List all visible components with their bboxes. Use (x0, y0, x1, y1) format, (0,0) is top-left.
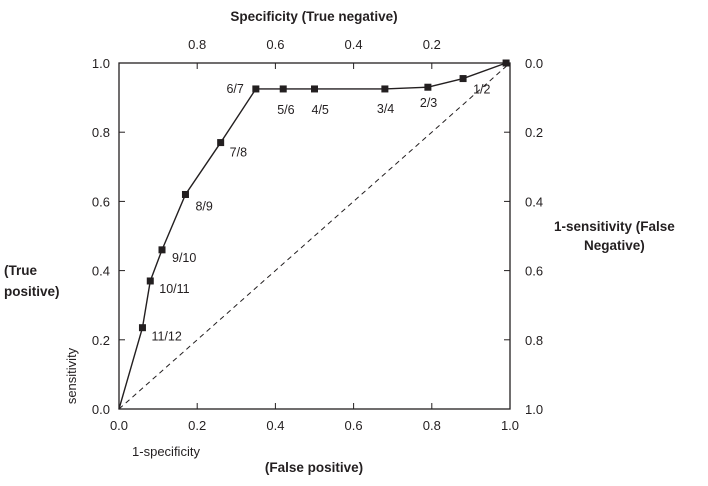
right-tick-label: 0.4 (525, 194, 543, 209)
roc-point-marker (381, 85, 389, 93)
top-axis-title: Specificity (True negative) (230, 9, 397, 24)
roc-point-marker (279, 85, 287, 93)
roc-point-marker (459, 75, 467, 83)
x-axis-label: 1-specificity (132, 444, 200, 459)
roc-point-marker (502, 59, 510, 67)
roc-point-marker (181, 190, 189, 198)
y-tick-label: 0.0 (92, 402, 110, 417)
bottom-axis-title: (False positive) (265, 460, 363, 475)
top-tick-label: 0.8 (188, 37, 206, 52)
roc-point-label: 9/10 (172, 251, 196, 265)
x-tick-label: 0.6 (345, 418, 363, 433)
roc-markers (138, 59, 510, 332)
roc-point-labels: 11/12 10/11 9/10 8/9 7/8 6/7 5/6 4/5 3/4 2/3 1/2 (151, 82, 490, 344)
y-tick-label: 0.8 (92, 125, 110, 140)
roc-point-label: 4/5 (312, 103, 329, 117)
y-tick-label: 1.0 (92, 56, 110, 71)
reference-diagonal-line (118, 62, 511, 410)
roc-point-label: 8/9 (195, 199, 212, 213)
axis-ticks: 0.0 0.2 0.4 0.6 0.8 1.0 0.0 0.2 0.4 0.6 0.8 1.0 0.8 0… (92, 37, 543, 433)
right-label-line-1: 1-sensitivity (False (554, 219, 675, 234)
roc-point-label: 10/11 (159, 282, 189, 296)
right-tick-label: 1.0 (525, 402, 543, 417)
roc-point-label: 7/8 (230, 146, 247, 160)
left-label-line-2: positive) (4, 284, 60, 299)
x-tick-label: 0.4 (266, 418, 284, 433)
right-tick-label: 0.8 (525, 333, 543, 348)
right-tick-label: 0.6 (525, 264, 543, 279)
roc-point-label: 1/2 (473, 83, 490, 97)
top-tick-label: 0.2 (423, 37, 441, 52)
plot-frame (118, 62, 511, 410)
roc-point-marker (424, 83, 432, 91)
roc-point-marker (252, 85, 260, 93)
y-axis-label: sensitivity (64, 347, 79, 404)
top-tick-label: 0.4 (345, 37, 363, 52)
x-tick-label: 0.8 (423, 418, 441, 433)
right-tick-label: 0.2 (525, 125, 543, 140)
y-tick-label: 0.4 (92, 264, 110, 279)
roc-point-label: 6/7 (226, 82, 243, 96)
roc-point-label: 5/6 (277, 103, 294, 117)
top-tick-label: 0.6 (266, 37, 284, 52)
roc-point-label: 11/12 (151, 330, 181, 344)
x-tick-label: 1.0 (501, 418, 519, 433)
x-tick-label: 0.2 (188, 418, 206, 433)
roc-point-label: 2/3 (420, 96, 437, 110)
right-tick-label: 0.0 (525, 56, 543, 71)
roc-point-marker (146, 277, 154, 285)
y-tick-label: 0.6 (92, 194, 110, 209)
roc-point-marker (158, 246, 166, 254)
roc-point-marker (138, 324, 146, 332)
roc-point-marker (311, 85, 318, 93)
left-label-line-1: (True (4, 263, 37, 278)
roc-point-label: 3/4 (377, 102, 394, 116)
y-tick-label: 0.2 (92, 333, 110, 348)
x-tick-label: 0.0 (110, 418, 128, 433)
right-label-line-2: Negative) (584, 238, 645, 253)
roc-point-marker (217, 139, 225, 147)
